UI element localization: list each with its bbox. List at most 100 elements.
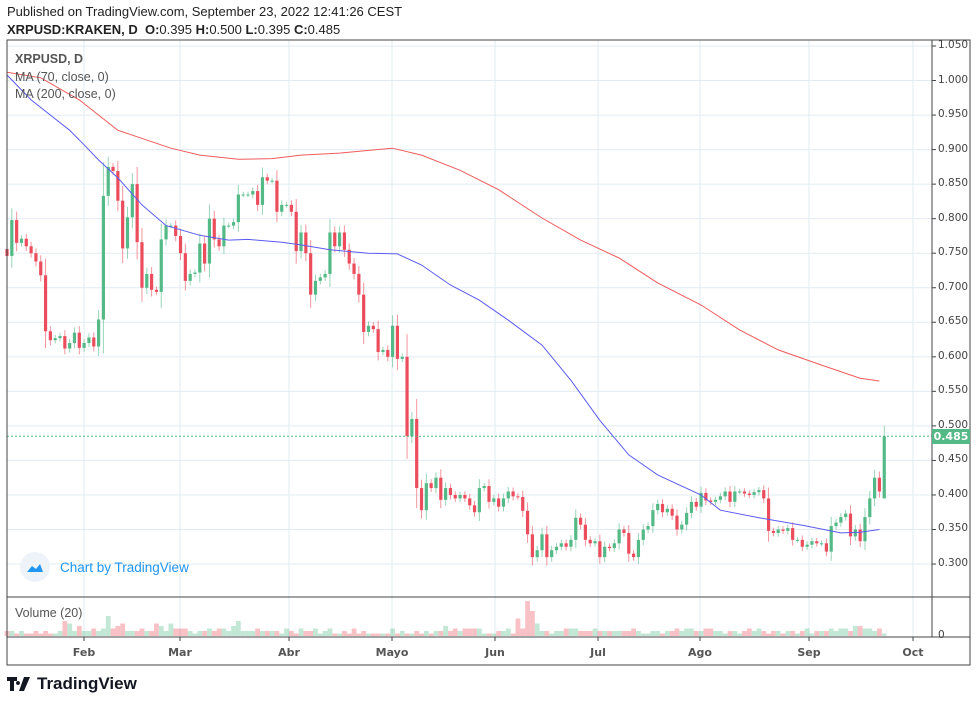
candle (670, 504, 674, 521)
candle-body (752, 492, 756, 495)
candle (63, 330, 67, 355)
candle (815, 537, 819, 547)
volume-bar (621, 631, 627, 636)
candle-body (280, 204, 284, 212)
candle (540, 527, 544, 557)
candle (362, 282, 366, 345)
volume-bar (828, 628, 834, 636)
candle (525, 502, 530, 543)
volume-bar (674, 628, 680, 636)
candle-body (453, 494, 457, 499)
volume-bar (881, 633, 887, 636)
candle (487, 479, 491, 509)
candle (656, 499, 660, 515)
candle-body (10, 220, 14, 256)
candle (550, 545, 554, 562)
candle (357, 265, 361, 303)
volume-bar (852, 626, 858, 636)
volume-bar (607, 631, 612, 636)
chart-by-tradingview[interactable]: Chart by TradingView (20, 552, 189, 582)
candle-body (877, 477, 882, 492)
candle-body (150, 273, 154, 290)
candle (82, 339, 86, 352)
volume-bar (790, 631, 796, 636)
candle (482, 482, 486, 492)
candle-body (656, 503, 660, 511)
candle-body (174, 225, 178, 236)
volume-bar (168, 623, 174, 636)
candle-body (718, 496, 722, 500)
volume-bar (664, 631, 670, 636)
time-tick: Mayo (375, 646, 409, 659)
volume-bar (689, 628, 694, 636)
volume-bar (848, 631, 853, 636)
candle (713, 496, 718, 506)
volume-bar (809, 633, 815, 636)
candle-body (829, 526, 833, 552)
candle-body (786, 528, 790, 531)
candle-body (487, 485, 491, 502)
volume-bar (158, 626, 164, 636)
candle-body (738, 491, 742, 493)
volume-bar (313, 628, 318, 636)
candle-body (246, 194, 250, 196)
volume-bar (332, 633, 338, 636)
candle-body (848, 513, 853, 537)
close-value: 0.485 (307, 22, 341, 37)
volume-bar (274, 631, 280, 636)
candle-body (593, 541, 597, 544)
volume-bar (501, 631, 506, 636)
volume-bar (549, 633, 555, 636)
candle (284, 202, 289, 208)
candle (236, 184, 240, 232)
candle (516, 493, 520, 500)
candle (92, 332, 96, 352)
candle (10, 208, 14, 268)
time-tick: Mar (168, 646, 192, 659)
candle-body (92, 337, 96, 347)
price-tick: 0.650 (938, 315, 969, 328)
candle-body (497, 498, 501, 507)
volume-bar (57, 631, 63, 636)
candle-body (598, 541, 602, 558)
candle-body (468, 498, 472, 506)
candle-body (612, 543, 616, 549)
legend-volume[interactable]: Volume (20) (15, 606, 83, 620)
candle (371, 322, 375, 333)
volume-bar (399, 631, 405, 636)
candle (145, 267, 149, 294)
candle (227, 222, 231, 229)
candle-body (791, 528, 795, 540)
volume-bar (139, 628, 145, 636)
candle-body (39, 261, 43, 276)
candle (810, 537, 814, 549)
candle (868, 490, 872, 525)
candle (439, 469, 443, 509)
candle (569, 535, 573, 552)
candle (178, 228, 183, 261)
candle (135, 166, 139, 260)
volume-bar (597, 631, 603, 636)
volume-bar (129, 631, 135, 636)
candle-body (309, 253, 313, 295)
candle-body (685, 512, 689, 525)
candle (680, 520, 684, 534)
volume-bar (795, 633, 800, 636)
candle (212, 210, 216, 248)
candle (203, 235, 207, 272)
candle (256, 184, 260, 212)
candle-body (863, 517, 867, 542)
candle-body (583, 524, 587, 540)
legend-ma200[interactable]: MA (200, close, 0) (15, 87, 116, 101)
candle (718, 492, 722, 504)
candle-body (588, 539, 592, 544)
legend-ma70[interactable]: MA (70, close, 0) (15, 70, 109, 84)
candle (251, 187, 255, 199)
candle (337, 226, 342, 253)
volume-bar (626, 631, 632, 636)
candle (689, 496, 694, 519)
volume-bar (182, 628, 188, 636)
candle-body (188, 273, 192, 281)
tradingview-logo[interactable]: TradingView (7, 674, 137, 694)
